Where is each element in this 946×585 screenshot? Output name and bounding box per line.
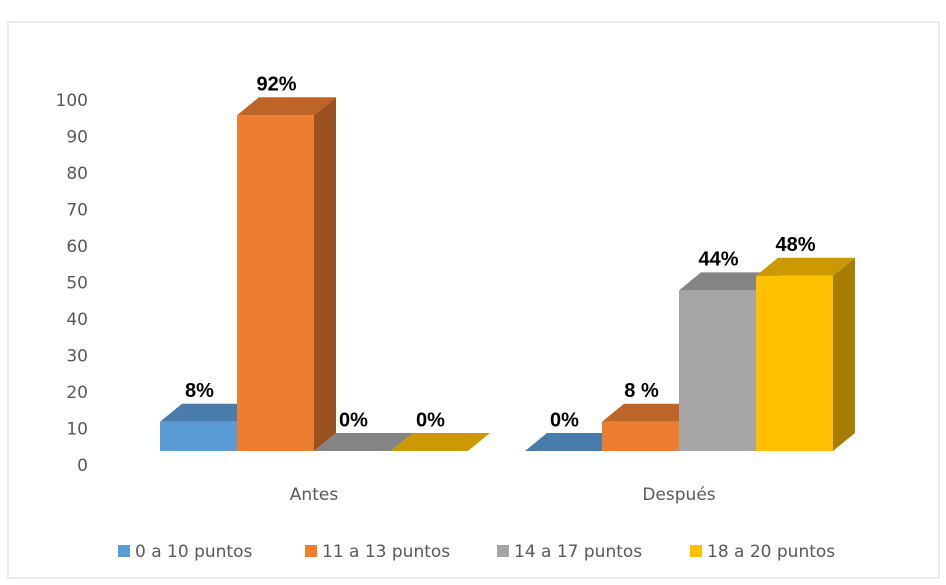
- bar-top: [679, 272, 778, 291]
- bar-top: [314, 433, 413, 451]
- bar-front: [237, 115, 314, 451]
- value-label: 8%: [185, 380, 214, 402]
- bar-top: [391, 433, 490, 451]
- value-label: 8 %: [624, 380, 659, 402]
- legend-swatch: [690, 545, 702, 557]
- legend-label: 14 a 17 puntos: [514, 542, 642, 562]
- value-label: 48%: [775, 234, 815, 256]
- value-label: 0%: [416, 409, 445, 431]
- bar-top: [160, 403, 259, 422]
- y-tick-label: 80: [66, 164, 88, 184]
- value-label: 0%: [339, 409, 368, 431]
- y-tick-label: 0: [77, 456, 88, 476]
- bar-side: [314, 97, 336, 451]
- value-label: 44%: [698, 249, 738, 271]
- bar-top: [237, 97, 336, 116]
- y-tick-label: 100: [56, 91, 88, 111]
- y-tick-label: 10: [66, 420, 88, 440]
- value-label: 92%: [256, 73, 296, 95]
- x-tick-label: Después: [642, 485, 715, 505]
- legend-label: 0 a 10 puntos: [135, 542, 252, 562]
- x-tick-label: Antes: [290, 485, 339, 505]
- y-tick-label: 20: [66, 383, 88, 403]
- bar-front: [679, 290, 756, 451]
- value-label: 0%: [550, 409, 579, 431]
- y-tick-label: 60: [66, 237, 88, 257]
- y-tick-label: 90: [66, 128, 88, 148]
- legend-swatch: [497, 545, 509, 557]
- legend-swatch: [305, 545, 317, 557]
- y-tick-label: 40: [66, 310, 88, 330]
- y-tick-label: 50: [66, 274, 88, 294]
- bar-front: [160, 421, 237, 451]
- legend-label: 11 a 13 puntos: [322, 542, 450, 562]
- bar-side: [833, 257, 855, 451]
- y-tick-label: 70: [66, 201, 88, 221]
- legend-swatch: [118, 545, 130, 557]
- bar-top: [756, 257, 855, 276]
- bar-top: [525, 433, 624, 451]
- bar-front: [756, 275, 833, 451]
- legend-label: 18 a 20 puntos: [707, 542, 835, 562]
- bar-top: [602, 403, 701, 422]
- bar-front: [602, 421, 679, 451]
- y-tick-label: 30: [66, 347, 88, 367]
